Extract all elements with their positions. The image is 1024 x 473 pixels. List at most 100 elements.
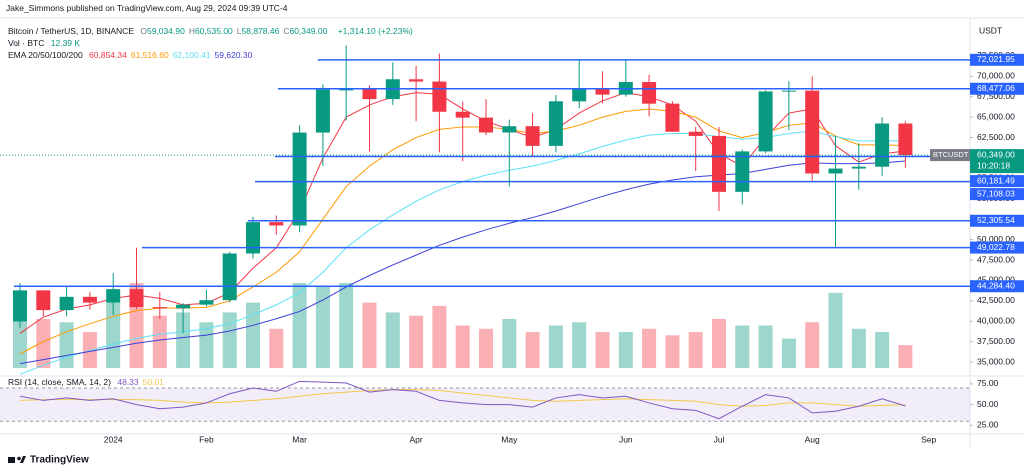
x-tick-label: Jul: [714, 434, 725, 444]
ohlc-value: 60,535.00: [194, 26, 233, 36]
candle-body: [735, 151, 750, 192]
y-tick-label: 37,500.00: [977, 336, 1015, 346]
candle-body: [59, 296, 74, 311]
level-label: 72,021.95: [977, 54, 1015, 64]
candle-body: [199, 300, 214, 305]
volume-bar: [222, 312, 237, 368]
volume-bar: [479, 328, 493, 368]
candle-body: [246, 222, 260, 254]
volume-bar: [781, 338, 796, 368]
countdown-label: 10:20:18: [977, 160, 1010, 170]
candle-body: [502, 126, 517, 133]
rsi-value: 50.01: [142, 377, 164, 387]
symbol-tag-label: BTCUSDT: [933, 150, 969, 159]
candle-body: [805, 90, 820, 174]
candle-body: [129, 289, 144, 308]
ohlc-value: 58,878.46: [241, 26, 280, 36]
volume-bar: [735, 325, 750, 368]
candle-body: [688, 131, 703, 136]
y-tick-label: 40,000.00: [977, 315, 1015, 325]
level-tag: [970, 53, 1024, 66]
candle-body: [292, 132, 307, 226]
volume-bar: [59, 322, 74, 368]
brand-logo-dot: [17, 456, 21, 461]
change: +1,314.10 (+2.23%): [337, 26, 413, 36]
volume-bar: [548, 325, 563, 368]
volume-bar: [106, 302, 121, 368]
volume-bar: [36, 318, 51, 368]
candle-body: [222, 253, 237, 301]
candle-body: [362, 89, 377, 100]
x-tick-label: 2024: [104, 434, 123, 444]
level-label: 52,305.54: [977, 215, 1015, 225]
y-tick-label: 70,000.00: [977, 71, 1015, 81]
x-tick-label: Aug: [805, 434, 820, 444]
candle-body: [13, 290, 27, 322]
candle-body: [665, 103, 680, 132]
volume-bar: [292, 283, 307, 368]
volume-bar: [665, 335, 680, 368]
candle-body: [712, 135, 726, 192]
volume-bar: [898, 345, 913, 368]
candle-body: [525, 126, 540, 146]
price-tag-label: 60,349.00: [977, 149, 1015, 159]
y-tick-label: 42,500.00: [977, 295, 1015, 305]
candle-body: [106, 289, 121, 303]
volume-bar: [688, 332, 703, 368]
candle-body: [36, 290, 51, 311]
volume-bar: [595, 332, 610, 368]
candle-body: [595, 88, 610, 95]
volume-bar: [409, 315, 424, 368]
level-label: 60,181.49: [977, 175, 1015, 185]
candle-body: [875, 123, 890, 167]
ema-legend: EMA 20/50/100/200 60,854.34 61,516.60 62,1…: [8, 50, 256, 60]
ohlc: O59,034.90 H60,535.00 L58,878.46 C60,349.00: [140, 26, 331, 36]
y-tick-label: 67,500.00: [977, 91, 1015, 101]
ema-value: 62,100.41: [172, 50, 211, 60]
y-tick-label: 50,000.00: [977, 234, 1015, 244]
candle-body: [572, 88, 587, 102]
x-tick-label: Apr: [409, 434, 422, 444]
volume-bar: [502, 318, 517, 368]
ema-value: 61,516.60: [130, 50, 169, 60]
rsi-tick-label: 50.00: [977, 399, 999, 409]
volume-bar: [269, 328, 284, 368]
level-tag: [970, 188, 1024, 201]
author-line: Jake_Simmons published on TradingView.co…: [6, 3, 288, 13]
brand: TradingView: [8, 455, 89, 466]
ohlc-key: H: [188, 26, 195, 36]
rsi-value: 48.33: [117, 377, 139, 387]
ema-value: 60,854.34: [89, 50, 127, 60]
candle-body: [898, 123, 913, 156]
volume-bar: [712, 318, 726, 368]
x-tick-label: Jun: [619, 434, 633, 444]
candle-body: [315, 89, 330, 133]
level-label: 57,108.03: [977, 188, 1015, 198]
candle-body: [642, 82, 657, 104]
volume-bar: [875, 332, 890, 368]
volume-bar: [432, 305, 447, 368]
ema-value: 59,620.30: [214, 50, 253, 60]
price-tag: [970, 149, 1024, 174]
volume-bar: [82, 332, 97, 368]
volume-bar: [339, 283, 354, 368]
rsi-line: [19, 380, 906, 420]
volume-bar: [805, 322, 820, 368]
y-tick-label: 45,000.00: [977, 275, 1015, 285]
ohlc-key: C: [283, 26, 290, 36]
volume-bar: [572, 322, 587, 368]
candle-body: [339, 89, 354, 91]
candle-body: [548, 101, 563, 146]
ema-title: EMA 20/50/100/200: [8, 50, 83, 60]
rsi-tick-label: 75.00: [977, 378, 999, 388]
brand-logo: [8, 457, 15, 463]
volume-bar: [152, 315, 167, 368]
symbol-legend: Bitcoin / TetherUS, 1D, BINANCE O59,034.…: [8, 26, 417, 36]
volume-legend: Vol · BTC 12.39 K: [8, 38, 84, 48]
x-tick-label: May: [501, 434, 518, 444]
candle-body: [432, 81, 447, 112]
rsi-tick-label: 25.00: [977, 420, 999, 430]
volume-value: 12.39 K: [50, 38, 81, 48]
candle-body: [409, 79, 424, 82]
